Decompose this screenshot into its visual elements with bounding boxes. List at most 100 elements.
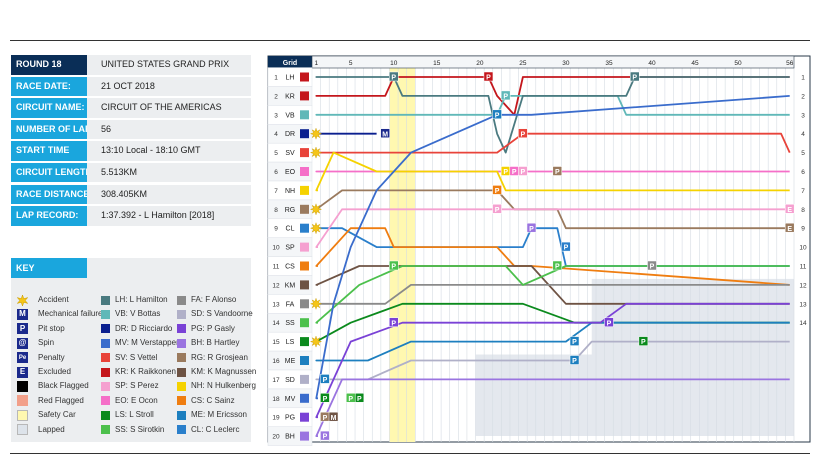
pit-stop-marker <box>492 185 502 195</box>
key-driver-item: KR: K Raikkonen <box>101 366 176 378</box>
grid-driver-code: RG <box>285 207 296 214</box>
key-driver-label: KM: K Magnussen <box>191 367 257 376</box>
pit-stop-marker-glyph: P <box>572 358 577 365</box>
driver-color-swatch <box>101 324 110 334</box>
grid-driver-swatch <box>300 299 309 309</box>
grid-row <box>267 426 313 446</box>
grid-position-number: 14 <box>272 320 280 327</box>
pit-stop-marker-glyph: P <box>555 169 560 176</box>
finish-position-number: 14 <box>799 320 807 327</box>
driver-color-swatch <box>177 353 186 363</box>
series-line-sd <box>315 340 790 381</box>
key-driver-item: PG: P Gasly <box>177 323 235 335</box>
grid-driver-code: SD <box>285 377 295 384</box>
key-driver-item: SP: S Perez <box>101 380 159 392</box>
driver-color-swatch <box>177 309 186 319</box>
key-driver-label: BH: B Hartley <box>191 338 240 348</box>
grid-driver-code: DR <box>285 131 295 138</box>
pit-stop-marker-glyph: P <box>632 75 637 82</box>
grid-header-label: Grid <box>283 60 297 67</box>
key-event-label: Black Flagged <box>38 381 89 391</box>
key-event-item: Lapped <box>17 424 65 436</box>
pit-stop-marker-glyph: P <box>391 264 396 271</box>
pit-stop-marker-glyph: P <box>564 245 569 252</box>
key-driver-item: LS: L Stroll <box>101 409 154 421</box>
key-event-item: Accident <box>17 294 69 306</box>
series-line-nh <box>315 151 790 192</box>
key-driver-label: LH: L Hamilton <box>115 295 168 304</box>
pit-stop-marker-glyph: P <box>607 320 612 327</box>
grid-position-number: 13 <box>272 301 280 308</box>
pit-stop-marker-glyph: P <box>357 396 362 403</box>
series-line-cl <box>315 227 790 267</box>
lap-tick-label: 25 <box>519 60 527 67</box>
key-driver-item: LH: L Hamilton <box>101 294 168 306</box>
pit-stop-marker <box>638 336 649 346</box>
info-row: CIRCUIT NAME: CIRCUIT OF THE AMERICAS <box>11 98 251 118</box>
grid-position-number: 16 <box>272 358 280 365</box>
key-driver-label: EO: E Ocon <box>115 395 158 405</box>
grid-driver-code: CL <box>286 226 295 233</box>
info-row: RACE DISTANCE: 308.405KM <box>11 184 251 205</box>
grid-position-number: 15 <box>272 339 280 346</box>
pit-stop-marker <box>569 336 580 346</box>
key-driver-label: SS: S Sirotkin <box>115 424 165 434</box>
top-rule <box>10 40 810 41</box>
excluded-marker-glyph: E <box>787 207 792 214</box>
key-event-item: Black Flagged <box>17 380 89 392</box>
driver-color-swatch <box>101 396 110 406</box>
pit-stop-marker <box>389 317 399 327</box>
grid-driver-code: BH <box>285 434 295 441</box>
info-value: 21 OCT 2018 <box>87 76 251 97</box>
spin-icon: @ <box>17 337 28 349</box>
key-event-item: M Mechanical failure <box>17 308 102 320</box>
grid-position-number: 12 <box>272 282 280 289</box>
pit-stop-marker <box>630 71 640 82</box>
driver-color-swatch <box>177 396 186 406</box>
finish-position-number: 7 <box>801 188 805 195</box>
finish-position-number: 10 <box>799 245 807 252</box>
grid-driver-swatch <box>300 242 309 252</box>
key-driver-item: MV: M Verstappen <box>101 337 181 349</box>
accident-marker <box>309 297 323 310</box>
finish-position-number: 3 <box>801 112 805 119</box>
key-event-label: Pit stop <box>38 323 65 333</box>
info-label: CIRCUIT LENGTH: <box>11 162 87 183</box>
key-driver-item: CS: C Sainz <box>177 395 235 407</box>
key-driver-label: VB: V Bottas <box>115 309 161 319</box>
info-row: NUMBER OF LAPS:56 <box>11 119 251 140</box>
pit-stop-marker-glyph: P <box>512 169 517 176</box>
pit-stop-marker <box>518 166 528 176</box>
lap-tick-label: 56 <box>786 60 794 67</box>
lapped-region <box>475 354 790 436</box>
driver-color-swatch <box>177 367 186 377</box>
key-event-label: Accident <box>38 295 69 304</box>
key-title: KEY <box>11 258 87 278</box>
excluded-marker <box>784 204 795 214</box>
grid-driver-swatch <box>300 223 309 233</box>
driver-color-swatch <box>101 309 110 319</box>
finish-position-number: 6 <box>801 169 805 176</box>
key-driver-item: KM: K Magnussen <box>177 366 256 378</box>
key-event-item: Red Flagged <box>17 395 84 407</box>
grid-driver-code: ME <box>285 358 296 365</box>
pit-stop-marker <box>483 71 494 82</box>
finish-position-number: 12 <box>799 282 807 289</box>
series-line-sp <box>315 208 790 248</box>
info-value: CIRCUIT OF THE AMERICAS <box>87 98 251 118</box>
info-label: CIRCUIT NAME: <box>11 98 87 118</box>
grid-driver-code: CS <box>285 264 295 271</box>
grid-driver-swatch <box>300 412 309 422</box>
lapped-icon <box>17 424 28 436</box>
pit-stop-marker-glyph: P <box>323 434 328 441</box>
lap-tick-label: 10 <box>390 60 398 67</box>
key-driver-item: SV: S Vettel <box>101 352 157 364</box>
accident-marker <box>309 222 323 235</box>
black-flag-icon <box>17 380 28 392</box>
key-driver-label: CL: C Leclerc <box>191 424 240 434</box>
pit-stop-marker <box>320 393 330 403</box>
pit-stop-marker <box>569 355 580 365</box>
grid-driver-code: FA <box>286 301 295 308</box>
key-event-item: E Excluded <box>17 366 71 378</box>
key-event-item: Safety Car <box>17 409 76 421</box>
